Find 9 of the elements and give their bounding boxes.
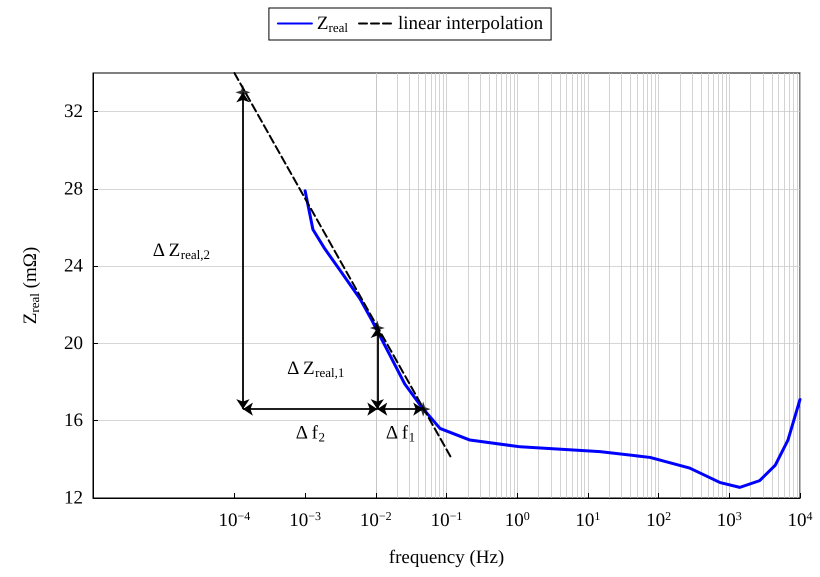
x-axis-title: frequency (Hz) <box>388 547 504 568</box>
legend-label: linear interpolation <box>398 13 544 34</box>
y-tick-label: 12 <box>64 488 83 508</box>
y-tick-label: 32 <box>64 101 83 122</box>
y-tick-label: 24 <box>64 256 84 277</box>
y-tick-label: 28 <box>64 178 83 200</box>
y-tick-label: 16 <box>64 410 83 432</box>
y-tick-label: 20 <box>64 332 83 354</box>
y-axis-title: Zreal (mΩ) <box>20 246 42 324</box>
